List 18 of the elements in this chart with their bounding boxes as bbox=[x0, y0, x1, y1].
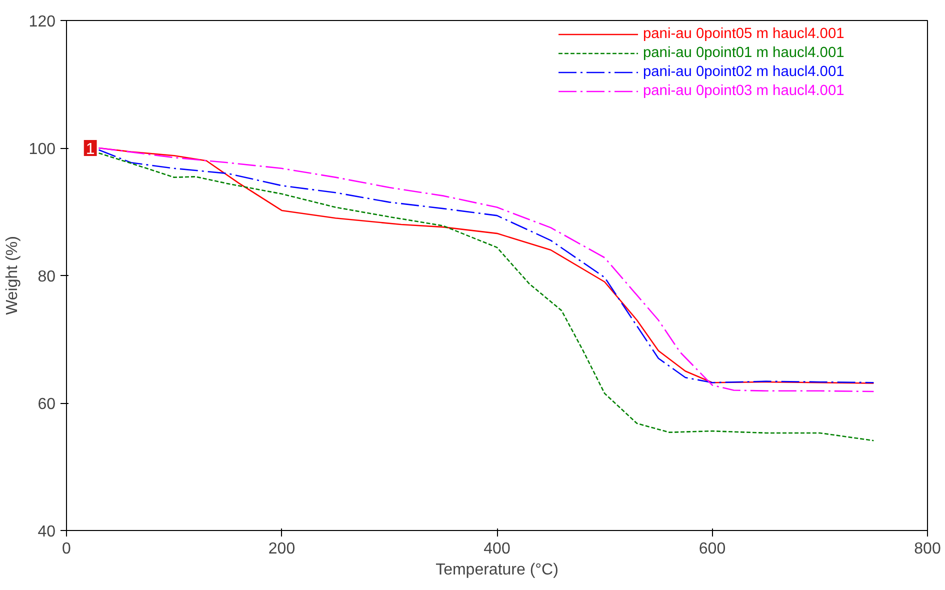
text: pani-au 0point03 m haucl4.001 bbox=[643, 83, 844, 99]
y-tick-label: 100 bbox=[28, 141, 56, 158]
x-tick-label: 0 bbox=[62, 540, 72, 558]
y-tick-label: 120 bbox=[28, 14, 56, 30]
y-axis-title: Weight (%) bbox=[4, 236, 21, 315]
y-tick-label: 80 bbox=[38, 268, 56, 286]
text: pani-au 0point01 m haucl4.001 bbox=[643, 45, 844, 61]
text: pani-au 0point05 m haucl4.001 bbox=[643, 26, 844, 42]
line-series bbox=[98, 152, 874, 442]
annotation: 1 bbox=[86, 141, 95, 158]
x-tick-label: 600 bbox=[698, 540, 726, 558]
x-axis-title: Temperature (°C) bbox=[436, 562, 558, 578]
x-tick-label: 200 bbox=[268, 540, 296, 558]
y-tick-label: 60 bbox=[38, 396, 56, 413]
x-tick-label: 400 bbox=[484, 540, 510, 558]
text: pani-au 0point02 m haucl4.001 bbox=[643, 64, 844, 80]
x-tick-label: 800 bbox=[914, 540, 941, 558]
y-tick-label: 40 bbox=[38, 524, 56, 540]
